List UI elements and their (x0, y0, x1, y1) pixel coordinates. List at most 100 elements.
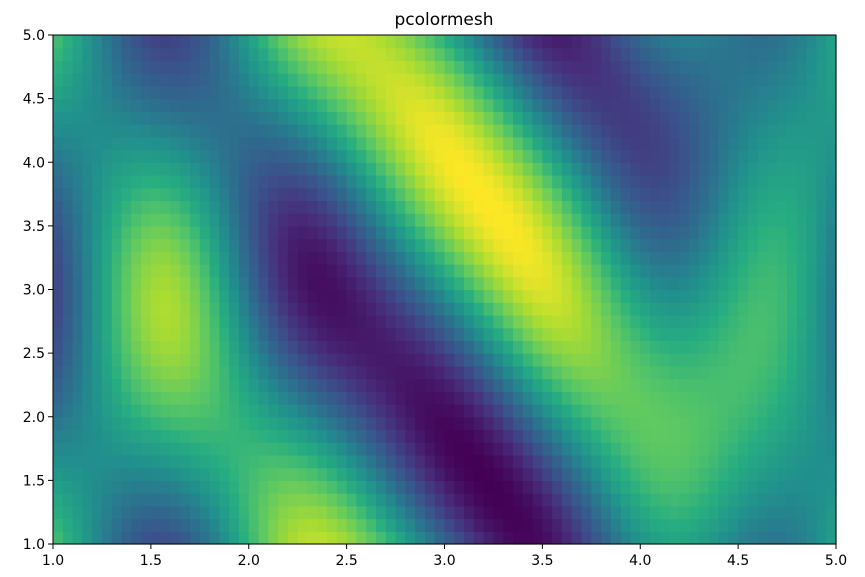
heatmap-cell (258, 200, 269, 214)
heatmap-cell (53, 480, 64, 494)
heatmap-cell (581, 35, 592, 49)
heatmap-cell (150, 98, 162, 112)
heatmap-cell (238, 429, 250, 443)
heatmap-cell (415, 238, 426, 252)
heatmap-cell (650, 289, 661, 303)
heatmap-cell (591, 98, 602, 112)
heatmap-cell (444, 174, 455, 189)
heatmap-cell (454, 111, 465, 125)
heatmap-cell (180, 531, 191, 545)
heatmap-cell (327, 225, 338, 240)
heatmap-cell (640, 187, 651, 202)
heatmap-cell (141, 480, 152, 494)
heatmap-cell (219, 187, 230, 202)
heatmap-cell (150, 340, 162, 354)
heatmap-cell (493, 124, 504, 138)
heatmap-cell (219, 225, 230, 240)
heatmap-cell (473, 238, 485, 252)
heatmap-cell (689, 251, 700, 265)
heatmap-cell (385, 302, 397, 316)
heatmap-cell (757, 213, 769, 227)
heatmap-cell (640, 467, 651, 481)
heatmap-cell (385, 531, 397, 545)
heatmap-cell (787, 480, 798, 494)
heatmap-cell (297, 416, 309, 431)
heatmap-cell (659, 225, 671, 240)
heatmap-cell (747, 264, 759, 278)
heatmap-cell (718, 200, 729, 214)
heatmap-cell (434, 429, 446, 443)
heatmap-cell (698, 60, 710, 74)
heatmap-cell (150, 213, 162, 227)
heatmap-cell (53, 340, 64, 354)
heatmap-cell (199, 238, 211, 252)
heatmap-cell (630, 327, 641, 341)
heatmap-cell (268, 340, 279, 354)
heatmap-cell (150, 276, 162, 291)
heatmap-cell (424, 467, 436, 481)
heatmap-cell (483, 289, 495, 303)
heatmap-cell (385, 276, 397, 291)
heatmap-cell (669, 391, 680, 405)
heatmap-cell (375, 289, 387, 303)
heatmap-cell (434, 480, 446, 494)
heatmap-cell (375, 60, 387, 74)
heatmap-cell (346, 442, 358, 456)
heatmap-cell (268, 47, 279, 62)
heatmap-cell (170, 73, 181, 87)
heatmap-cell (150, 327, 162, 341)
heatmap-cell (317, 442, 328, 456)
heatmap-cell (796, 174, 808, 189)
heatmap-cell (503, 111, 514, 125)
heatmap-cell (375, 35, 387, 49)
heatmap-cell (787, 416, 798, 431)
heatmap-cell (238, 493, 250, 507)
heatmap-cell (238, 289, 250, 303)
heatmap-cell (669, 365, 680, 380)
heatmap-cell (777, 378, 788, 392)
heatmap-cell (816, 340, 827, 354)
heatmap-cell (679, 200, 690, 214)
heatmap-cell (101, 200, 113, 214)
heatmap-cell (62, 111, 74, 125)
heatmap-cell (503, 302, 514, 316)
heatmap-cell (561, 454, 573, 469)
heatmap-cell (591, 238, 602, 252)
heatmap-cell (415, 98, 426, 112)
heatmap-cell (278, 47, 289, 62)
heatmap-cell (757, 251, 769, 265)
heatmap-cell (238, 378, 250, 392)
heatmap-cell (454, 264, 465, 278)
heatmap-cell (82, 493, 93, 507)
heatmap-cell (561, 85, 573, 100)
heatmap-cell (72, 225, 83, 240)
heatmap-cell (513, 124, 524, 138)
heatmap-cell (444, 60, 455, 74)
heatmap-cell (601, 467, 612, 481)
heatmap-cell (464, 365, 475, 380)
heatmap-cell (190, 365, 201, 380)
heatmap-cell (454, 314, 465, 329)
heatmap-cell (297, 162, 309, 176)
heatmap-cell (434, 378, 446, 392)
heatmap-cell (650, 429, 661, 443)
heatmap-cell (650, 518, 661, 532)
heatmap-cell (708, 518, 720, 532)
heatmap-cell (219, 416, 230, 431)
heatmap-cell (327, 47, 338, 62)
heatmap-cell (493, 480, 504, 494)
heatmap-cell (473, 467, 485, 481)
heatmap-cell (150, 302, 162, 316)
heatmap-cell (444, 47, 455, 62)
heatmap-cell (385, 416, 397, 431)
heatmap-cell (72, 85, 83, 100)
heatmap-cell (268, 442, 279, 456)
heatmap-cell (640, 340, 651, 354)
heatmap-cell (542, 416, 553, 431)
heatmap-cell (483, 467, 495, 481)
heatmap-cell (395, 276, 406, 291)
heatmap-cell (464, 378, 475, 392)
heatmap-cell (640, 73, 651, 87)
heatmap-cell (601, 213, 612, 227)
heatmap-cell (542, 238, 553, 252)
